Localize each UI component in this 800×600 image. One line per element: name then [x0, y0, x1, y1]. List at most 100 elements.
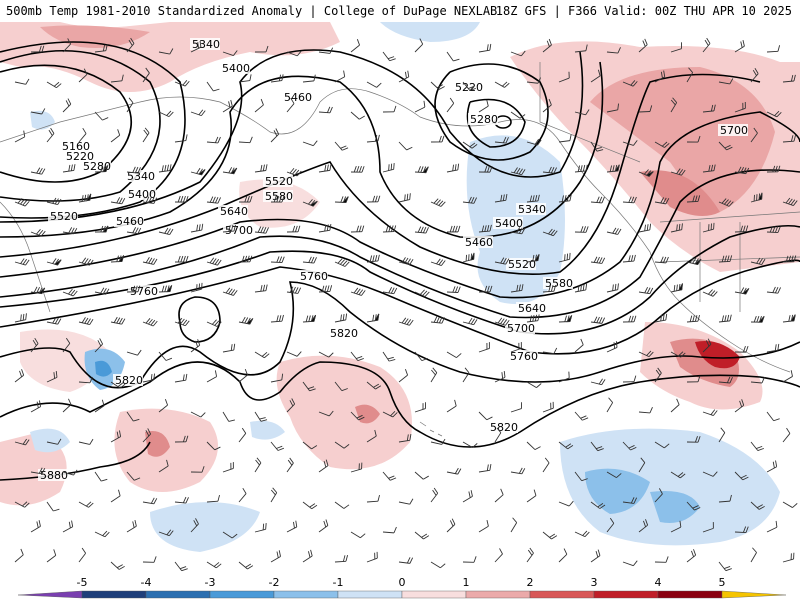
wind-barb-icon — [622, 80, 638, 87]
wind-barb-icon — [574, 338, 584, 353]
wind-barb-icon — [62, 288, 78, 297]
wind-barb-icon — [558, 500, 574, 507]
wind-barb-icon — [190, 40, 202, 53]
wind-barb-icon — [62, 98, 72, 113]
wind-barb-icon — [398, 369, 409, 383]
wind-barb-icon — [366, 381, 382, 390]
wind-barb-icon — [414, 166, 429, 174]
colorbar-tick-label: 4 — [655, 576, 662, 589]
wind-barb-icon — [126, 411, 140, 422]
wind-barb-icon — [142, 373, 155, 383]
wind-barb-icon — [430, 561, 446, 569]
wind-barb-icon — [462, 490, 473, 503]
wind-barb-icon — [462, 196, 478, 204]
wind-barb-icon — [734, 225, 749, 233]
colorbar-tick-label: 1 — [463, 576, 470, 589]
wind-barb-icon — [302, 140, 318, 147]
wind-barb-icon — [558, 252, 571, 263]
colorbar-tick-label: -2 — [269, 576, 280, 589]
wind-barb-icon — [94, 287, 110, 295]
wind-barb-icon — [270, 195, 285, 203]
contour-label: 5820 — [330, 327, 358, 340]
wind-barb-icon — [494, 371, 506, 383]
wind-barb-icon — [190, 167, 206, 176]
wind-barb-icon — [414, 402, 426, 413]
wind-barb-icon — [654, 313, 668, 323]
contour-label: 5400 — [128, 188, 156, 201]
wind-barb-icon — [606, 103, 619, 113]
map-header: 500mb Temp 1981-2010 Standardized Anomal… — [0, 0, 800, 22]
wind-barb-icon — [750, 377, 765, 384]
wind-barb-icon — [222, 99, 233, 113]
wind-barb-icon — [14, 198, 30, 207]
wind-barb-icon — [654, 488, 663, 503]
contour-label: 5520 — [50, 210, 78, 223]
wind-barb-icon — [46, 501, 60, 512]
wind-barb-icon — [398, 141, 413, 151]
wind-barb-icon — [638, 38, 648, 53]
wind-barb-icon — [142, 257, 158, 265]
colorbar-tick-label: -4 — [141, 576, 152, 589]
wind-barb-icon — [526, 489, 537, 503]
wind-barb-icon — [238, 195, 253, 203]
wind-barb-icon — [254, 45, 269, 53]
wind-barb-icon — [462, 556, 477, 563]
wind-barb-icon — [142, 318, 158, 327]
contour-label: 5160 — [62, 140, 90, 153]
wind-barb-icon — [462, 81, 476, 91]
wind-barb-icon — [366, 81, 382, 88]
wind-barb-icon — [254, 284, 268, 293]
wind-barb-icon — [46, 258, 62, 266]
wind-barb-icon — [174, 496, 189, 504]
wind-barb-icon — [670, 471, 686, 479]
contour-label: 5820 — [490, 421, 518, 434]
wind-barb-icon — [270, 487, 278, 503]
wind-barb-icon — [574, 530, 590, 538]
wind-barb-icon — [510, 284, 524, 293]
run-info: 18Z GFS | F366 Valid: 00Z THU APR 10 202… — [495, 4, 792, 18]
wind-barb-icon — [590, 256, 606, 264]
wind-barb-icon — [142, 127, 150, 143]
contour-label: 5700 — [720, 124, 748, 137]
wind-barb-icon — [366, 429, 377, 443]
wind-barb-icon — [14, 313, 27, 323]
wind-barb-icon — [254, 411, 268, 422]
wind-barb-icon — [238, 136, 253, 144]
wind-barb-icon — [542, 531, 558, 540]
wind-barb-icon — [62, 469, 78, 476]
contour-label: 5340 — [127, 170, 155, 183]
wind-barb-icon — [494, 194, 508, 203]
wind-barb-icon — [398, 433, 412, 443]
colorbar-tick-label: -1 — [333, 576, 344, 589]
wind-barb-icon — [622, 196, 637, 204]
wind-barb-icon — [654, 441, 670, 449]
wind-barb-icon — [510, 402, 522, 413]
wind-barb-icon — [270, 256, 285, 264]
colorbar-tick-label: 5 — [719, 576, 726, 589]
wind-barb-icon — [638, 350, 654, 358]
wind-barb-icon — [126, 166, 141, 174]
wind-barb-icon — [606, 471, 622, 478]
wind-barb-icon — [206, 441, 221, 451]
wind-barb-icon — [238, 427, 247, 443]
wind-barb-icon — [62, 164, 76, 173]
wind-barb-icon — [542, 347, 558, 355]
wind-barb-icon — [318, 519, 329, 533]
colorbar-tick-label: 2 — [527, 576, 534, 589]
wind-barb-icon — [238, 368, 248, 383]
wind-barb-icon — [238, 74, 252, 83]
wind-barb-icon — [222, 462, 234, 473]
wind-barb-icon — [110, 381, 126, 389]
wind-barb-icon — [622, 315, 637, 323]
wind-barb-icon — [782, 197, 798, 206]
wind-barb-icon — [382, 105, 397, 113]
wind-barb-icon — [158, 399, 168, 413]
wind-barb-icon — [270, 128, 280, 143]
wind-barb-icon — [558, 71, 570, 83]
wind-barb-icon — [478, 285, 493, 293]
wind-barb-icon — [174, 134, 188, 143]
wind-barb-icon — [206, 319, 222, 327]
wind-barb-icon — [62, 520, 74, 533]
wind-barb-icon — [30, 45, 45, 53]
wind-barb-icon — [286, 457, 294, 473]
